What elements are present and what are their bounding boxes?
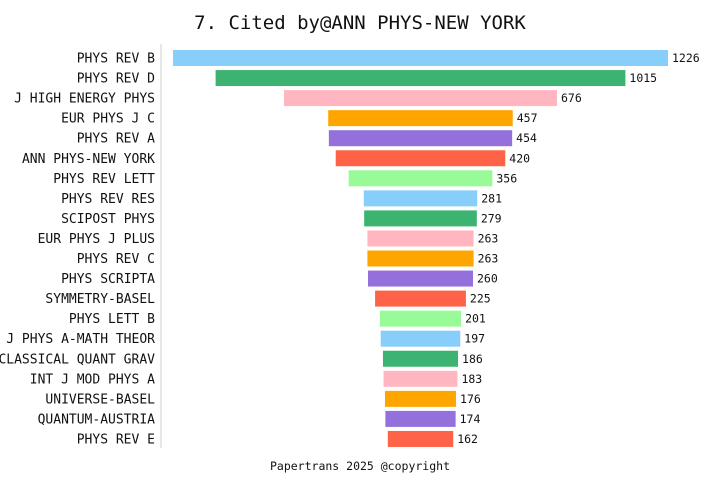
- value-label-18: 174: [460, 412, 481, 426]
- bar-13: [379, 310, 462, 327]
- value-label-10: 263: [478, 252, 499, 266]
- value-label-3: 457: [517, 111, 538, 125]
- bar-10: [367, 250, 474, 267]
- category-label-19: PHYS REV E: [77, 432, 155, 447]
- category-label-11: PHYS SCRIPTA: [61, 272, 155, 287]
- category-label-14: J PHYS A-MATH THEOR: [6, 332, 155, 347]
- value-label-6: 356: [496, 171, 517, 185]
- value-label-16: 183: [461, 372, 482, 386]
- chart-footer: Papertrans 2025 @copyright: [270, 459, 450, 473]
- bar-12: [375, 290, 466, 307]
- category-label-13: PHYS LETT B: [69, 312, 155, 327]
- category-label-15: CLASSICAL QUANT GRAV: [0, 352, 155, 367]
- value-label-2: 676: [561, 91, 582, 105]
- bar-17: [384, 390, 457, 407]
- category-label-0: PHYS REV B: [77, 52, 155, 67]
- bar-9: [367, 230, 474, 247]
- category-label-10: PHYS REV C: [77, 252, 155, 267]
- bar-7: [363, 190, 478, 207]
- category-label-7: PHYS REV RES: [61, 192, 155, 207]
- bar-4: [328, 130, 513, 147]
- bar-5: [335, 150, 506, 167]
- bar-18: [385, 410, 456, 427]
- category-label-12: SYMMETRY-BASEL: [45, 292, 155, 307]
- value-label-15: 186: [462, 352, 483, 366]
- value-label-12: 225: [470, 292, 491, 306]
- value-labels: 1226 1015 676 457 454 420 356 281 279 263 263 260 22…: [457, 51, 700, 446]
- bar-14: [380, 330, 461, 347]
- value-label-8: 279: [481, 211, 502, 225]
- value-label-11: 260: [477, 272, 498, 286]
- category-label-18: QUANTUM-AUSTRIA: [38, 412, 156, 427]
- bar-2: [284, 90, 557, 107]
- bar-19: [387, 430, 454, 447]
- bar-8: [364, 210, 477, 227]
- bar-1: [215, 70, 626, 87]
- value-label-5: 420: [509, 151, 530, 165]
- value-label-4: 454: [516, 131, 537, 145]
- category-label-3: EUR PHYS J C: [61, 112, 155, 127]
- category-label-2: J HIGH ENERGY PHYS: [14, 92, 155, 107]
- value-label-13: 201: [465, 312, 486, 326]
- category-labels: PHYS REV B PHYS REV D J HIGH ENERGY PHYS EU…: [0, 52, 155, 448]
- value-label-9: 263: [478, 231, 499, 245]
- category-label-8: SCIPOST PHYS: [61, 212, 155, 227]
- bar-15: [382, 350, 459, 367]
- value-label-1: 1015: [629, 71, 657, 85]
- value-label-17: 176: [460, 392, 481, 406]
- value-label-14: 197: [464, 332, 485, 346]
- category-label-5: ANN PHYS-NEW YORK: [22, 152, 155, 167]
- chart-title: 7. Cited by@ANN PHYS-NEW YORK: [194, 12, 526, 34]
- value-label-19: 162: [457, 432, 478, 446]
- category-label-6: PHYS REV LETT: [53, 172, 155, 187]
- category-label-4: PHYS REV A: [77, 132, 155, 147]
- value-label-7: 281: [481, 191, 502, 205]
- bar-6: [348, 170, 493, 187]
- bar-3: [328, 110, 513, 127]
- category-label-1: PHYS REV D: [77, 72, 155, 87]
- bar-16: [383, 370, 458, 387]
- bar-11: [368, 270, 473, 287]
- value-label-0: 1226: [672, 51, 700, 65]
- category-label-17: UNIVERSE-BASEL: [45, 392, 155, 407]
- bars: [173, 50, 668, 447]
- category-label-16: INT J MOD PHYS A: [30, 372, 155, 387]
- category-label-9: EUR PHYS J PLUS: [38, 232, 155, 247]
- bar-0: [173, 50, 668, 66]
